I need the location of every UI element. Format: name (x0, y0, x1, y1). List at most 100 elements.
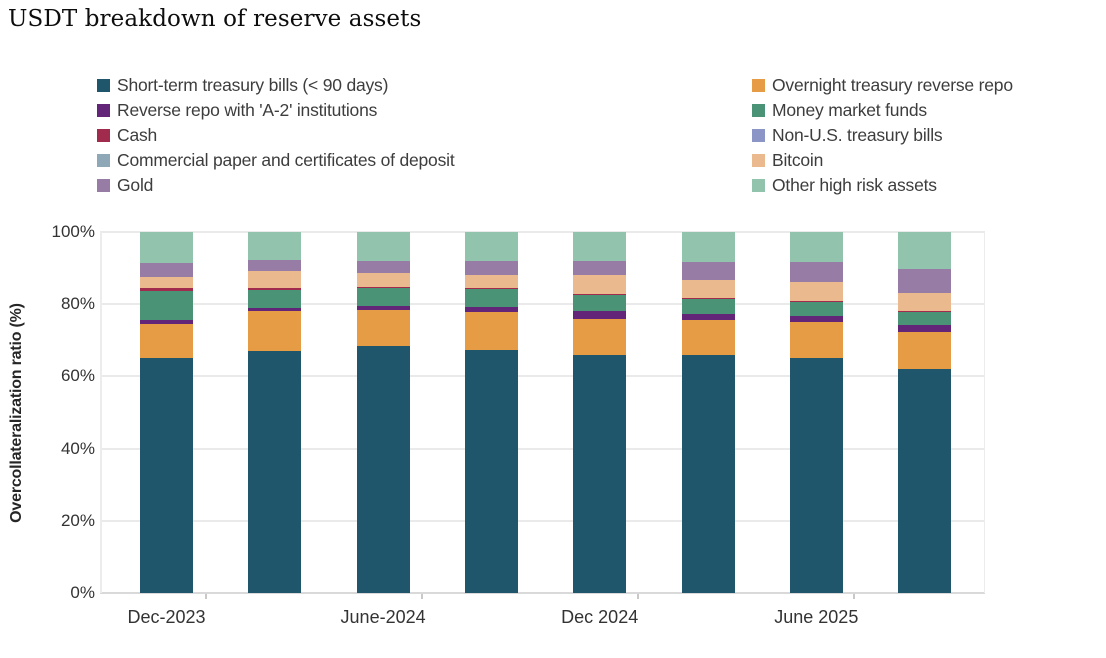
x-tick-label: June 2025 (774, 607, 859, 627)
x-axis-tick (421, 594, 423, 599)
bar-segment (789, 315, 843, 322)
x-axis-tick (853, 594, 855, 599)
legend-swatch-icon (752, 178, 765, 192)
bar-segment (464, 260, 518, 276)
stacked-bar (573, 232, 627, 593)
legend-label: Gold (117, 174, 154, 195)
legend-item: Bitcoin (752, 149, 1077, 171)
bar-segment (789, 232, 843, 263)
chart-title: USDT breakdown of reserve assets (8, 6, 422, 32)
bar-segment (356, 306, 410, 311)
bar-segment (789, 321, 843, 359)
bar-segment (356, 260, 410, 274)
bar-segment (356, 345, 410, 593)
bar-segment (681, 279, 735, 299)
legend-item: Overnight treasury reverse repo (752, 74, 1077, 96)
bar-segment (573, 261, 627, 275)
legend-label: Money market funds (772, 99, 927, 120)
gridline (100, 519, 985, 522)
gridline (100, 303, 985, 306)
legend-swatch-icon (752, 103, 765, 117)
bar-segment (356, 288, 410, 307)
bar-segment (140, 276, 193, 288)
bar-segment (789, 262, 843, 283)
bar-segment (898, 311, 952, 326)
bar-segment (248, 311, 302, 352)
y-tick-label: 0% (70, 583, 95, 602)
bar-segment (573, 318, 627, 356)
bar-segment (898, 293, 952, 311)
legend-item: Commercial paper and certificates of dep… (97, 149, 752, 171)
legend-swatch-icon (97, 78, 110, 92)
plot-border (100, 232, 102, 593)
gridline (100, 231, 985, 233)
bar-segment (464, 232, 518, 261)
plot-area: Dec-2023 June-2024 Dec 2024 June 2025 (100, 231, 985, 627)
legend-label: Non-U.S. treasury bills (772, 124, 943, 145)
stacked-bar (248, 232, 302, 593)
legend-swatch-icon (752, 128, 765, 142)
bar-segment (464, 288, 518, 290)
legend-label: Other high risk assets (772, 174, 937, 195)
bar-segment (356, 286, 410, 289)
x-tick-label: Dec-2023 (127, 607, 206, 627)
bar-segment (681, 299, 735, 314)
legend-item: Money market funds (752, 99, 1077, 121)
bar-segment (898, 332, 952, 370)
bar-segment (898, 232, 952, 269)
bar-segment (681, 298, 735, 300)
bar-segment (248, 232, 302, 260)
bar-segment (140, 263, 193, 277)
bar-segment (248, 288, 302, 290)
x-tick-label: Dec 2024 (561, 607, 639, 627)
gridline (100, 375, 985, 378)
y-tick-label: 40% (60, 438, 95, 458)
plot-border (983, 232, 985, 593)
bar-segment (140, 288, 193, 291)
bar-segment (681, 320, 735, 355)
bar-segment (248, 259, 302, 271)
bar-segment (140, 290, 193, 321)
bar-segment (898, 369, 952, 593)
bar-segment (356, 310, 410, 346)
bar-segment (789, 301, 843, 303)
stacked-bar (681, 232, 735, 593)
bar-segment (898, 325, 952, 333)
bar-segment (248, 351, 302, 593)
x-axis-tick (637, 594, 639, 599)
legend-item: Non-U.S. treasury bills (752, 124, 1077, 146)
bar-segment (356, 232, 410, 261)
bar-segment (356, 273, 410, 287)
bar-segment (140, 320, 193, 325)
bar-segment (573, 294, 627, 296)
stacked-bar (140, 232, 193, 593)
bar-segment (464, 275, 518, 288)
bar-segment (789, 302, 843, 316)
legend-swatch-icon (752, 153, 765, 167)
bar-segment (573, 275, 627, 295)
bar-segment (248, 308, 302, 312)
y-tick-label: 20% (60, 510, 95, 530)
bar-segment (789, 358, 843, 593)
stacked-bar (356, 232, 410, 593)
legend-label: Bitcoin (772, 149, 824, 170)
bar-segment (898, 268, 952, 294)
bar-segment (248, 270, 302, 289)
bar-segment (140, 357, 193, 593)
stacked-bar (464, 232, 518, 593)
bar-segment (681, 313, 735, 321)
bar-segment (464, 350, 518, 593)
bar-segment (573, 295, 627, 311)
bar-segment (464, 289, 518, 308)
gridline (100, 447, 985, 450)
bar-segment (789, 282, 843, 301)
bar-segment (573, 232, 627, 262)
bar-segment (681, 232, 735, 263)
bar-segment (573, 310, 627, 319)
legend-swatch-icon (97, 178, 110, 192)
legend-item: Other high risk assets (752, 174, 1077, 196)
legend: Short-term treasury bills (< 90 days) Ove… (97, 74, 1077, 196)
x-axis-line (100, 592, 985, 594)
legend-label: Short-term treasury bills (< 90 days) (117, 74, 389, 95)
